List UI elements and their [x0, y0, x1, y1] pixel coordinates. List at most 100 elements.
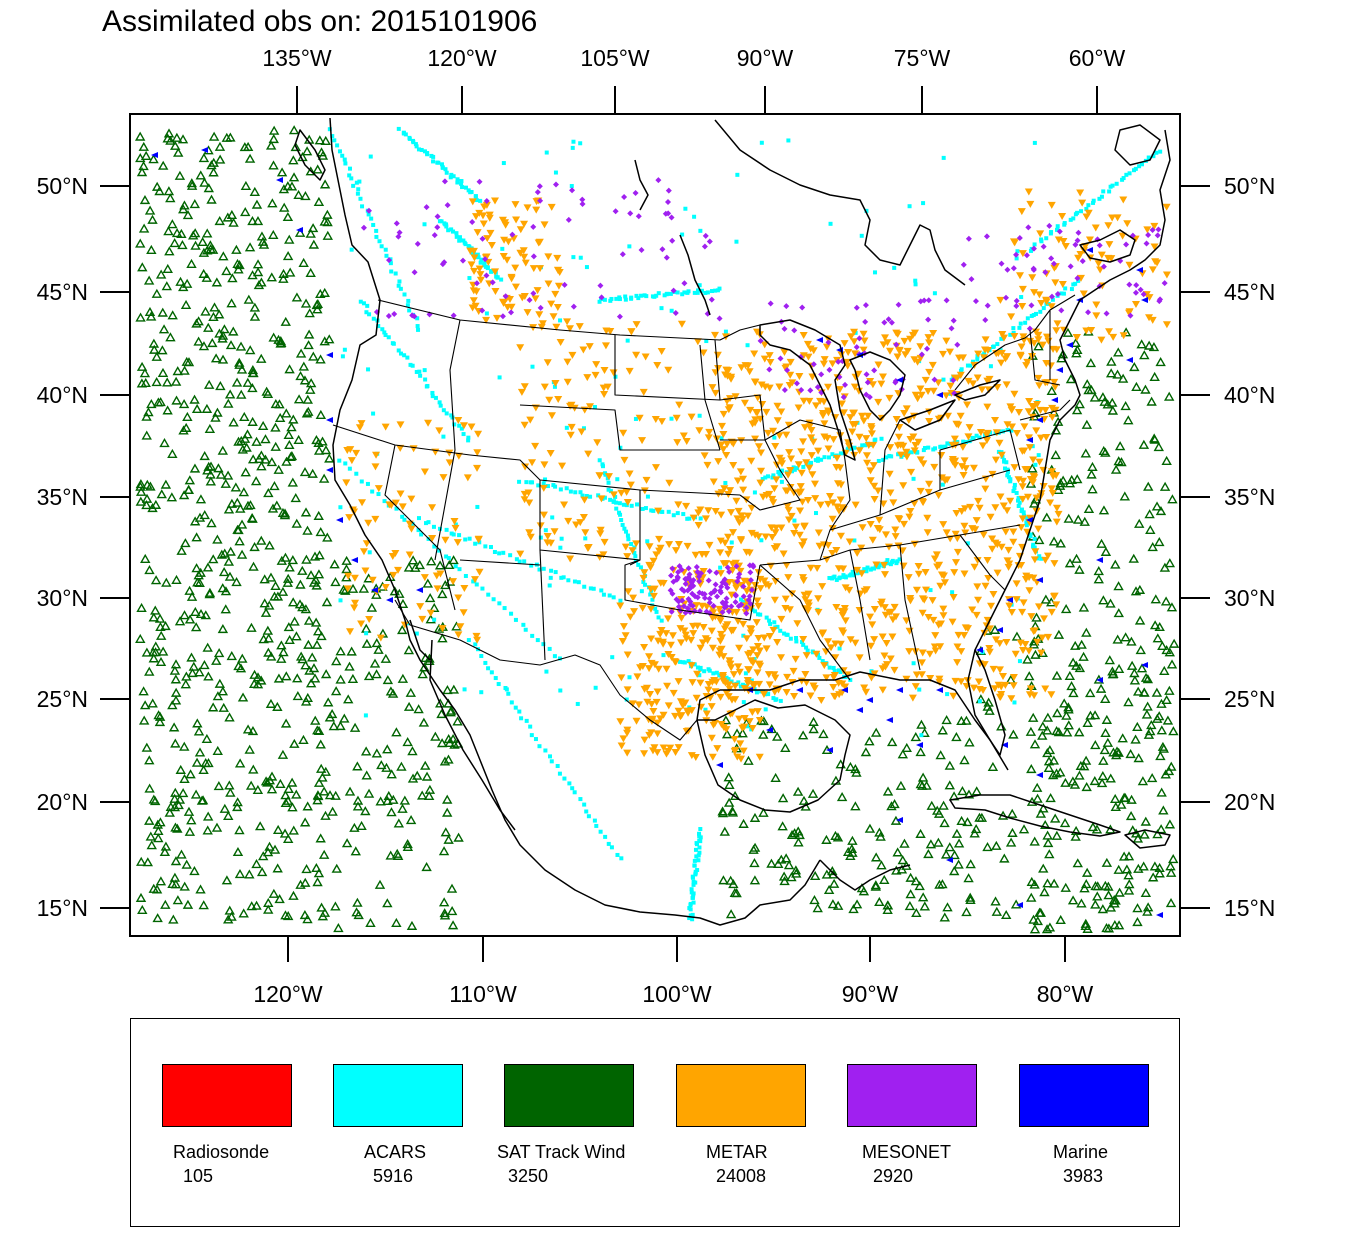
mesonet-marker [767, 300, 774, 307]
mesonet-marker [943, 297, 950, 304]
metar-marker [554, 396, 563, 404]
sat-track-wind-marker [1038, 863, 1049, 873]
marine-marker [896, 377, 903, 383]
metar-marker [616, 602, 625, 610]
metar-marker [755, 753, 764, 761]
metar-marker [1019, 477, 1028, 485]
sat-track-wind-marker [198, 153, 210, 163]
acars-marker [581, 426, 586, 431]
sat-track-wind-marker [1163, 766, 1175, 776]
sat-track-wind-marker [177, 239, 188, 250]
metar-marker [870, 636, 879, 644]
metar-marker [663, 682, 672, 690]
sat-track-wind-marker [1055, 538, 1066, 548]
metar-marker [623, 686, 632, 694]
sat-track-wind-marker [380, 653, 392, 663]
metar-marker [716, 570, 725, 578]
mesonet-marker [982, 316, 989, 323]
sat-track-wind-marker [961, 715, 972, 725]
mesonet-obs [360, 177, 1168, 617]
metar-marker [656, 715, 665, 723]
sat-track-wind-marker [203, 183, 215, 193]
metar-marker [960, 457, 969, 465]
metar-marker [734, 617, 743, 625]
metar-marker [788, 590, 797, 598]
marine-marker [976, 647, 983, 653]
metar-marker [832, 604, 841, 612]
acars-marker [474, 198, 479, 203]
metar-marker [372, 451, 381, 459]
acars-marker [837, 576, 842, 581]
metar-marker [859, 346, 868, 354]
metar-marker [1082, 327, 1091, 335]
acars-marker [633, 416, 638, 421]
mesonet-marker [1056, 228, 1063, 235]
metar-marker [981, 485, 990, 493]
acars-marker [504, 687, 509, 692]
metar-marker [787, 512, 796, 520]
metar-marker [751, 435, 760, 443]
sat-track-wind-marker [1048, 536, 1060, 546]
metar-marker [835, 386, 844, 394]
acars-marker [444, 411, 449, 416]
acars-marker [327, 127, 332, 132]
sat-track-wind-marker [882, 786, 894, 796]
metar-marker [904, 574, 913, 582]
sat-track-wind-marker [440, 827, 452, 837]
metar-marker [745, 718, 754, 726]
acars-marker [377, 239, 382, 244]
metar-marker [1018, 495, 1027, 503]
sat-track-wind-marker [247, 416, 258, 426]
sat-track-wind-marker [272, 701, 283, 711]
sat-track-wind-marker [1123, 885, 1135, 895]
sat-track-wind-marker [1029, 739, 1041, 749]
metar-marker [951, 530, 960, 538]
acars-marker [1031, 313, 1036, 318]
mesonet-marker [1002, 294, 1009, 301]
acars-marker [945, 441, 950, 446]
acars-marker [416, 147, 421, 152]
metar-marker [1028, 274, 1037, 282]
metar-marker [1036, 230, 1045, 238]
metar-marker [873, 525, 882, 533]
sat-track-wind-marker [260, 434, 271, 444]
sat-track-wind-marker [1037, 721, 1049, 731]
sat-track-wind-marker [396, 761, 407, 771]
sat-track-wind-marker [278, 202, 290, 212]
metar-marker [639, 574, 648, 582]
metar-marker [563, 358, 572, 366]
metar-marker [862, 435, 871, 443]
mesonet-marker [689, 590, 696, 597]
metar-marker [715, 647, 724, 655]
sat-track-wind-marker [194, 747, 206, 757]
metar-marker [948, 458, 957, 466]
metar-marker [977, 386, 986, 394]
right-lat-label: 20°N [1224, 789, 1275, 815]
metar-marker [1017, 343, 1026, 351]
acars-marker [756, 612, 761, 617]
metar-marker [625, 367, 634, 375]
metar-marker [1030, 339, 1039, 347]
sat-track-wind-marker [298, 361, 310, 371]
metar-marker [877, 380, 886, 388]
metar-marker [473, 464, 482, 472]
sat-track-wind-marker [301, 146, 313, 156]
acars-marker [696, 288, 701, 293]
sat-track-wind-marker [383, 790, 394, 801]
acars-marker [1139, 162, 1144, 167]
sat-track-wind-marker [926, 800, 937, 810]
metar-marker [973, 583, 982, 591]
metar-marker [919, 499, 928, 507]
metar-marker [881, 334, 890, 342]
acars-marker [941, 155, 946, 160]
metar-marker [1004, 546, 1013, 554]
acars-marker [400, 514, 405, 519]
acars-marker [337, 149, 342, 154]
sat-track-wind-marker [197, 795, 209, 805]
sat-track-wind-marker [220, 586, 232, 596]
sat-track-wind-marker [1152, 829, 1163, 839]
metar-marker [708, 614, 717, 622]
sat-track-wind-marker [1086, 384, 1097, 394]
acars-marker [697, 413, 702, 418]
acars-marker [597, 299, 602, 304]
